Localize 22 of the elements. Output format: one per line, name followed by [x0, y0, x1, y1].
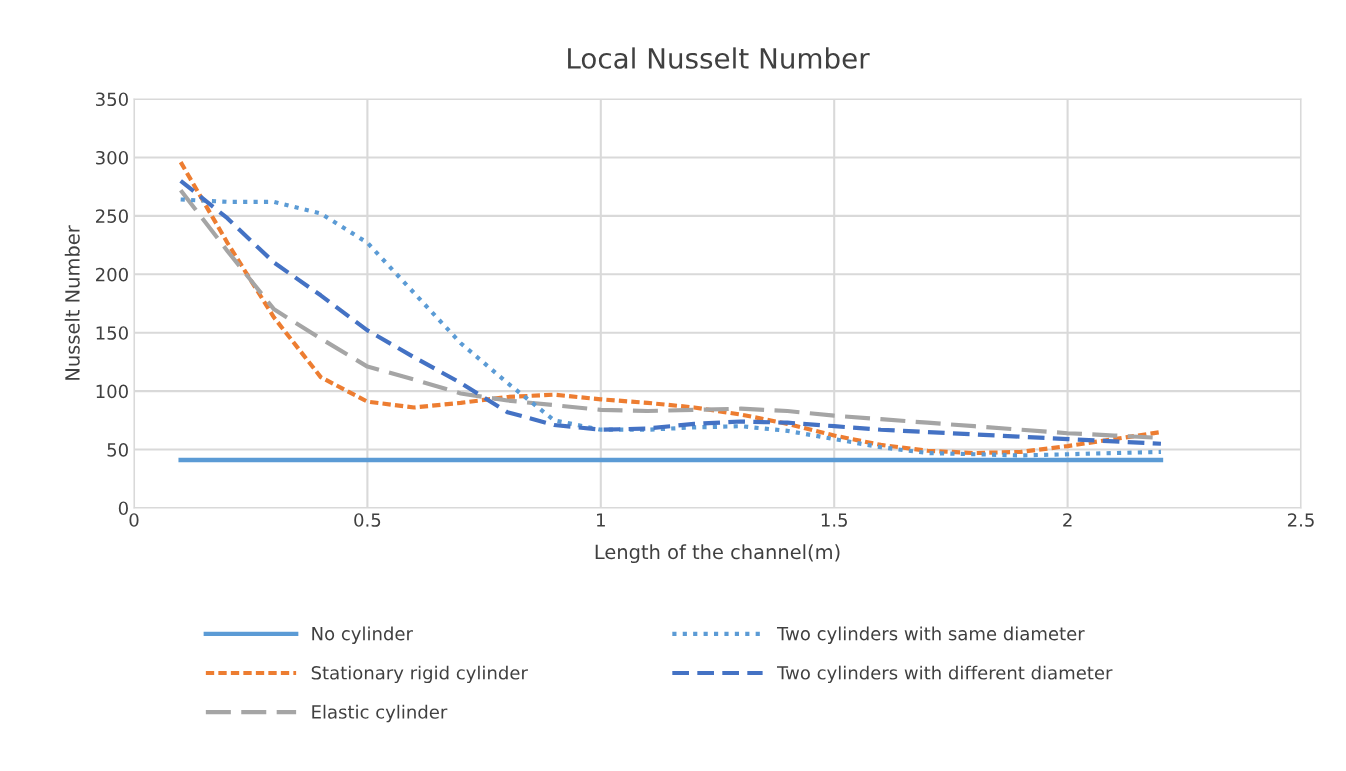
x-tick-label: 1 [597, 513, 605, 527]
x-tick-label: 2 [1063, 513, 1072, 527]
y-tick-label: 50 [107, 443, 128, 457]
x-tick-label: 0 [129, 513, 139, 527]
y-tick-label: 350 [96, 92, 128, 107]
x-tick-label: 0.5 [354, 513, 381, 527]
x-axis-title: Length of the channel(m) [595, 544, 840, 564]
legend-label: Two cylinders with same diameter [776, 626, 1085, 644]
legend-label: No cylinder [312, 626, 413, 644]
y-axis-title: Nusselt Number [64, 225, 80, 380]
y-tick-label: 0 [118, 501, 128, 516]
legend-label: Stationary rigid cylinder [311, 665, 528, 684]
chart-title: Local Nusselt Number [568, 47, 870, 69]
legend-label: Elastic cylinder [312, 704, 448, 723]
y-tick-label: 100 [96, 384, 128, 399]
x-tick-label: 1.5 [821, 513, 847, 527]
x-tick-label: 2.5 [1287, 513, 1314, 527]
y-tick-label: 250 [96, 209, 128, 223]
y-tick-label: 300 [96, 150, 128, 165]
y-tick-label: 200 [96, 267, 128, 282]
y-tick-label: 150 [96, 326, 128, 340]
legend-label: Two cylinders with different diameter [776, 665, 1113, 684]
